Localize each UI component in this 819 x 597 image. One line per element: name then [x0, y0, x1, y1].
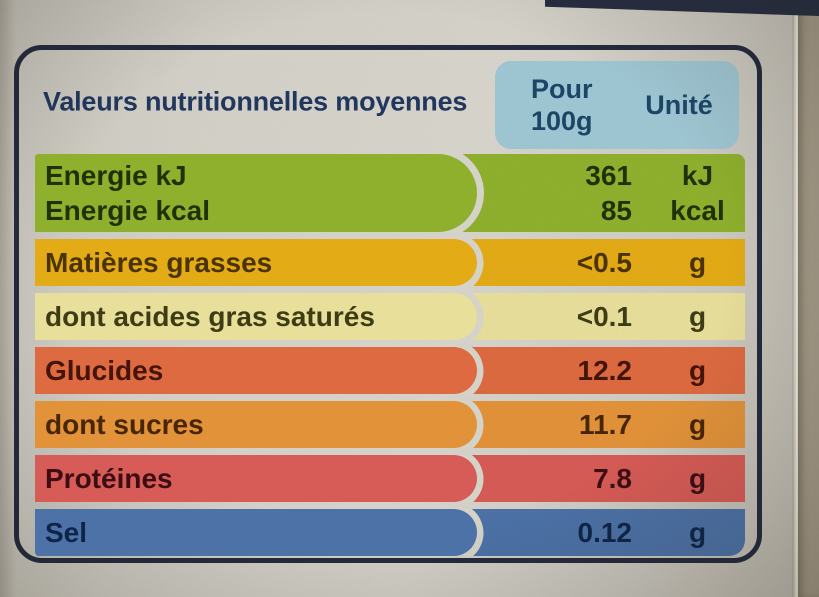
table-title: Valeurs nutritionnelles moyennes: [43, 86, 468, 116]
row-value: 7.8: [593, 463, 632, 494]
row-energie-label-bar: Energie kJ Energie kcal: [35, 154, 477, 232]
row-unit: g: [688, 247, 707, 278]
row-label: Energie kcal: [45, 195, 210, 226]
row-label: Matières grasses: [45, 247, 273, 278]
row-value-line: 0.12 g: [453, 515, 745, 550]
row-energie: Energie kJ Energie kcal 361 kJ 85 kcal: [35, 154, 745, 232]
row-value-line: 11.7 g: [453, 407, 745, 442]
row-sel: Sel 0.12 g: [35, 509, 745, 556]
row-value-line: 7.8 g: [453, 461, 745, 496]
row-value-bar: <0.1 g: [453, 293, 745, 340]
row-value-bar: 12.2 g: [453, 347, 745, 394]
row-value: 12.2: [577, 355, 633, 386]
row-value: <0.5: [576, 247, 632, 278]
unit-column-label: Unité: [645, 89, 713, 120]
row-unit: g: [688, 409, 707, 440]
row-matieres-grasses: Matières grasses <0.5 g: [35, 239, 745, 286]
row-label-bar: dont acides gras saturés: [35, 293, 477, 340]
row-label: Sel: [45, 517, 88, 548]
table-rows: Energie kJ Energie kcal 361 kJ 85 kcal: [35, 154, 745, 556]
row-value-line: 361 kJ: [438, 158, 745, 193]
row-value-bar: 11.7 g: [453, 401, 745, 448]
per-100g-label: Pour 100g: [495, 61, 623, 149]
per-100g-box: Pour 100g Unité: [495, 61, 739, 149]
row-label-bar: Protéines: [35, 455, 477, 502]
row-label-bar: Sel: [35, 509, 477, 556]
package-right-edge: [798, 0, 819, 597]
per-100g-line1: Pour: [531, 74, 593, 104]
row-label-bar: dont sucres: [35, 401, 477, 448]
row-value: 0.12: [577, 517, 633, 548]
row-unit: g: [688, 301, 707, 332]
row-value-bar: 0.12 g: [453, 509, 745, 556]
row-value-bar: 7.8 g: [453, 455, 745, 502]
package-top-edge: [545, 0, 819, 16]
nutrition-table: Valeurs nutritionnelles moyennes Pour 10…: [14, 45, 762, 563]
row-label-bar: Matières grasses: [35, 239, 477, 286]
row-glucides: Glucides 12.2 g: [35, 347, 745, 394]
row-unit: g: [688, 517, 707, 548]
row-value-bar: <0.5 g: [453, 239, 745, 286]
per-100g-line2: 100g: [531, 106, 593, 136]
row-label: dont acides gras saturés: [45, 301, 375, 332]
row-label: Protéines: [45, 463, 173, 494]
row-acides-gras-satures: dont acides gras saturés <0.1 g: [35, 293, 745, 340]
table-header: Valeurs nutritionnelles moyennes Pour 10…: [33, 54, 747, 149]
row-value: 11.7: [579, 409, 632, 440]
row-dont-sucres: dont sucres 11.7 g: [35, 401, 745, 448]
row-unit: g: [688, 355, 707, 386]
row-value-line: <0.5 g: [453, 245, 745, 280]
row-value-line: 85 kcal: [438, 193, 745, 228]
row-unit: kJ: [681, 160, 714, 191]
row-label: Glucides: [45, 355, 164, 386]
row-unit: g: [688, 463, 707, 494]
row-label: Energie kJ: [45, 160, 187, 191]
row-value-line: <0.1 g: [453, 299, 745, 334]
row-label-bar: Glucides: [35, 347, 477, 394]
row-energie-value-bar: 361 kJ 85 kcal: [438, 154, 745, 232]
row-value-line: 12.2 g: [453, 353, 745, 388]
row-label: dont sucres: [45, 409, 204, 440]
row-unit: kcal: [670, 195, 725, 226]
row-value: <0.1: [576, 301, 632, 332]
row-proteines: Protéines 7.8 g: [35, 455, 745, 502]
